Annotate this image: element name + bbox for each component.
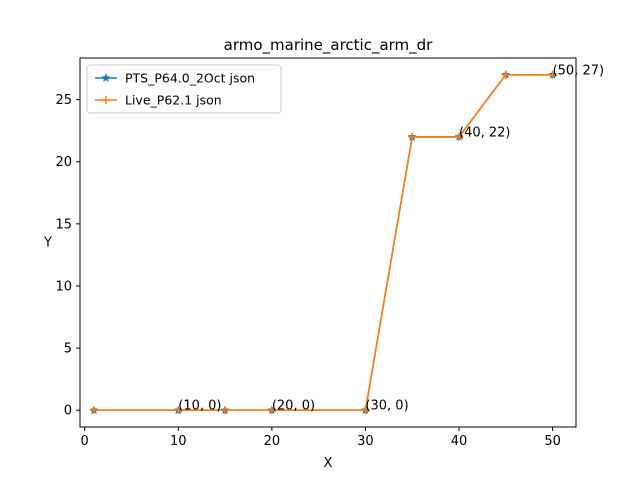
x-tick-label: 0 [81, 434, 89, 449]
point-annotation: (20, 0) [272, 399, 315, 414]
x-tick-label: 50 [544, 434, 561, 449]
data-point [174, 406, 183, 415]
data-point [221, 406, 230, 415]
y-tick-label: 10 [55, 279, 72, 294]
data-point [501, 70, 510, 79]
y-tick-label: 0 [64, 404, 72, 419]
legend-label: PTS_P64.0_2Oct json [125, 71, 255, 86]
legend-label: Live_P62.1 json [125, 93, 222, 108]
x-tick-label: 20 [264, 434, 281, 449]
y-tick-label: 25 [55, 93, 72, 108]
chart-title: armo_marine_arctic_arm_dr [224, 36, 434, 55]
legend: PTS_P64.0_2Oct json Live_P62.1 json [86, 64, 282, 114]
plot-frame [79, 57, 577, 428]
data-point [361, 406, 370, 415]
y-tick-label: 5 [64, 342, 72, 357]
x-axis-label: X [324, 456, 333, 471]
point-annotation: (10, 0) [178, 399, 221, 414]
legend-marker [102, 96, 110, 104]
x-tick-label: 30 [357, 434, 374, 449]
legend-marker [101, 73, 111, 82]
point-annotation: (50, 27) [553, 63, 605, 78]
y-tick-label: 15 [55, 217, 72, 232]
data-point [408, 132, 417, 141]
legend-entry-2: Live_P62.1 json [95, 93, 222, 108]
data-point [455, 132, 464, 141]
axis-ticks: 0 10 20 30 40 50 0 5 10 15 20 25 [55, 93, 560, 449]
x-tick-label: 40 [451, 434, 468, 449]
data-point [548, 70, 557, 79]
point-annotation: (30, 0) [365, 399, 408, 414]
point-annotation: (40, 22) [459, 125, 511, 140]
y-axis-label: Y [43, 236, 52, 251]
series-1 [89, 69, 558, 415]
series-2 [90, 70, 557, 415]
legend-entry-1: PTS_P64.0_2Oct json [95, 71, 255, 86]
x-tick-label: 10 [170, 434, 187, 449]
y-tick-label: 20 [55, 155, 72, 170]
legend-box [86, 64, 282, 114]
plot-area: (10, 0) (20, 0) (30, 0) (40, 22) (50, 27) [89, 63, 605, 415]
data-point [90, 406, 99, 415]
data-point [267, 406, 276, 415]
